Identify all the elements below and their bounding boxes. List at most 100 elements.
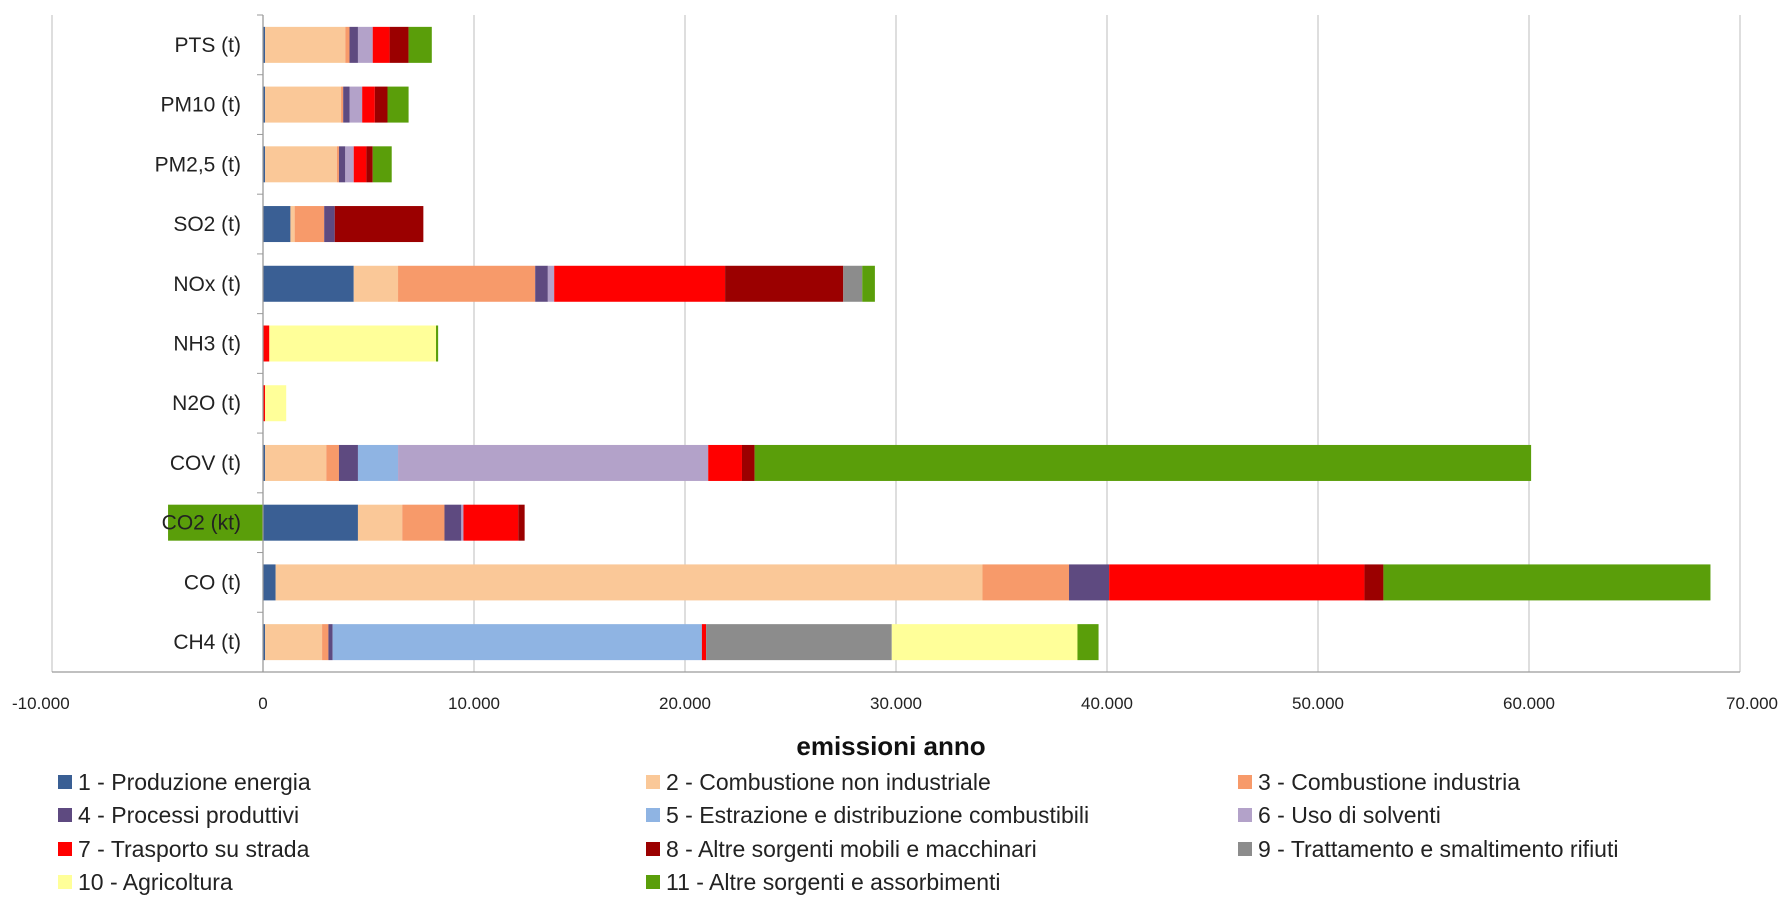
bar-ch4-t-series-11 — [1077, 624, 1099, 661]
legend-label: 10 - Agricoltura — [78, 869, 233, 895]
legend-label: 3 - Combustione industria — [1258, 769, 1520, 795]
bar-cov-t-series-5 — [357, 444, 399, 481]
bar-pm2-5-t-series-2 — [265, 146, 337, 183]
bar-pm2-5-t-series-1 — [263, 146, 266, 183]
bar-nox-t-series-2 — [353, 265, 399, 302]
legend-label: 2 - Combustione non industriale — [666, 769, 991, 795]
bar-co2-kt-series-1 — [263, 504, 358, 541]
legend-swatch — [58, 875, 72, 889]
legend-item-7: 7 - Trasporto su strada — [58, 836, 310, 862]
legend-label: 1 - Produzione energia — [78, 769, 311, 795]
bar-ch4-t-series-7 — [701, 624, 707, 661]
bar-so2-t-series-3 — [294, 206, 325, 243]
legend-swatch — [646, 808, 660, 822]
bar-pm2-5-t-series-8 — [366, 146, 373, 183]
bar-pm10-t-series-1 — [263, 86, 266, 123]
legend-swatch — [646, 775, 660, 789]
legend-label: 9 - Trattamento e smaltimento rifiuti — [1258, 836, 1618, 862]
bar-so2-t-series-4 — [324, 206, 335, 243]
bar-co-t-series-1 — [263, 564, 276, 601]
category-label-so2-t: SO2 (t) — [173, 213, 241, 236]
legend-item-1: 1 - Produzione energia — [58, 769, 311, 795]
legend-swatch — [58, 775, 72, 789]
category-labels: PTS (t) PM10 (t) PM2,5 (t) SO2 (t) NOx (t) NH… — [155, 34, 241, 654]
category-label-nox-t: NOx (t) — [173, 273, 241, 296]
category-label-n2o-t: N2O (t) — [172, 392, 241, 415]
bar-cov-t-series-7 — [708, 444, 742, 481]
category-label-co-t: CO (t) — [184, 571, 241, 594]
legend-label: 5 - Estrazione e distribuzione combustib… — [666, 802, 1089, 828]
legend-item-3: 3 - Combustione industria — [1238, 769, 1520, 795]
bar-co-t-series-7 — [1109, 564, 1365, 601]
category-label-pts-t: PTS (t) — [175, 34, 242, 57]
bar-pm10-t-series-8 — [374, 86, 388, 123]
bar-co-t-series-11 — [1383, 564, 1711, 601]
bar-n2o-t-series-10 — [265, 385, 287, 422]
bar-pts-t-series-1 — [263, 26, 266, 63]
category-label-cov-t: COV (t) — [170, 452, 241, 475]
bar-nh3-t-series-7 — [263, 325, 270, 362]
bar-nh3-t-series-10 — [269, 325, 437, 362]
category-label-nh3-t: NH3 (t) — [173, 333, 241, 356]
legend-swatch — [1238, 808, 1252, 822]
axes — [52, 14, 1740, 673]
legend-item-4: 4 - Processi produttivi — [58, 802, 299, 828]
bar-nox-t-series-4 — [535, 265, 548, 302]
bar-pm2-5-t-series-7 — [353, 146, 367, 183]
bar-pts-t-series-2 — [265, 26, 346, 63]
legend-label: 4 - Processi produttivi — [78, 802, 299, 828]
bars — [168, 26, 1711, 661]
bar-nox-t-series-3 — [398, 265, 536, 302]
legend-swatch — [58, 842, 72, 856]
legend-item-2: 2 - Combustione non industriale — [646, 769, 991, 795]
x-tick-label-60-000: 60.000 — [1503, 694, 1555, 713]
bar-nox-t-series-7 — [554, 265, 726, 302]
legend-item-10: 10 - Agricoltura — [58, 869, 233, 895]
bar-so2-t-series-1 — [263, 206, 291, 243]
legend-swatch — [646, 875, 660, 889]
legend: 1 - Produzione energia 2 - Combustione no… — [58, 769, 1618, 895]
bar-pts-t-series-8 — [389, 26, 409, 63]
x-tick-label-70-000: 70.000 — [1726, 694, 1778, 713]
bar-nox-t-series-9 — [843, 265, 863, 302]
bar-co2-kt-series-11 — [168, 504, 263, 541]
bar-pts-t-series-3 — [345, 26, 350, 63]
bar-co2-kt-series-8 — [518, 504, 525, 541]
legend-label: 6 - Uso di solventi — [1258, 802, 1441, 828]
category-label-co2-kt: CO2 (kt) — [162, 512, 241, 535]
bar-nox-t-series-6 — [547, 265, 555, 302]
legend-item-8: 8 - Altre sorgenti mobili e macchinari — [646, 836, 1037, 862]
category-label-ch4-t: CH4 (t) — [173, 631, 241, 654]
legend-item-5: 5 - Estrazione e distribuzione combustib… — [646, 802, 1089, 828]
x-axis-label: emissioni anno — [796, 731, 985, 761]
bar-co-t-series-4 — [1069, 564, 1110, 601]
bar-ch4-t-series-4 — [328, 624, 333, 661]
bar-pts-t-series-4 — [349, 26, 358, 63]
bar-pm2-5-t-series-11 — [372, 146, 392, 183]
bar-pm10-t-series-7 — [362, 86, 375, 123]
legend-label: 7 - Trasporto su strada — [78, 836, 310, 862]
bar-pm10-t-series-3 — [341, 86, 344, 123]
bar-cov-t-series-2 — [265, 444, 327, 481]
legend-item-11: 11 - Altre sorgenti e assorbimenti — [646, 869, 1001, 895]
category-label-pm2-5-t: PM2,5 (t) — [155, 153, 241, 176]
legend-item-9: 9 - Trattamento e smaltimento rifiuti — [1238, 836, 1618, 862]
x-tick-label-20-000: 20.000 — [659, 694, 711, 713]
bar-pm2-5-t-series-3 — [336, 146, 339, 183]
bar-cov-t-series-3 — [326, 444, 339, 481]
bar-co-t-series-8 — [1364, 564, 1384, 601]
bar-cov-t-series-8 — [741, 444, 755, 481]
x-tick-label-50-000: 50.000 — [1292, 694, 1344, 713]
bar-so2-t-series-2 — [290, 206, 295, 243]
bar-so2-t-series-8 — [334, 206, 424, 243]
x-tick-label-0: 0 — [258, 694, 267, 713]
x-tick-label-30-000: 30.000 — [870, 694, 922, 713]
bar-pm2-5-t-series-4 — [338, 146, 346, 183]
bar-cov-t-series-11 — [754, 444, 1532, 481]
legend-swatch — [1238, 775, 1252, 789]
legend-label: 8 - Altre sorgenti mobili e macchinari — [666, 836, 1037, 862]
bar-pts-t-series-6 — [357, 26, 373, 63]
bar-pts-t-series-7 — [372, 26, 390, 63]
